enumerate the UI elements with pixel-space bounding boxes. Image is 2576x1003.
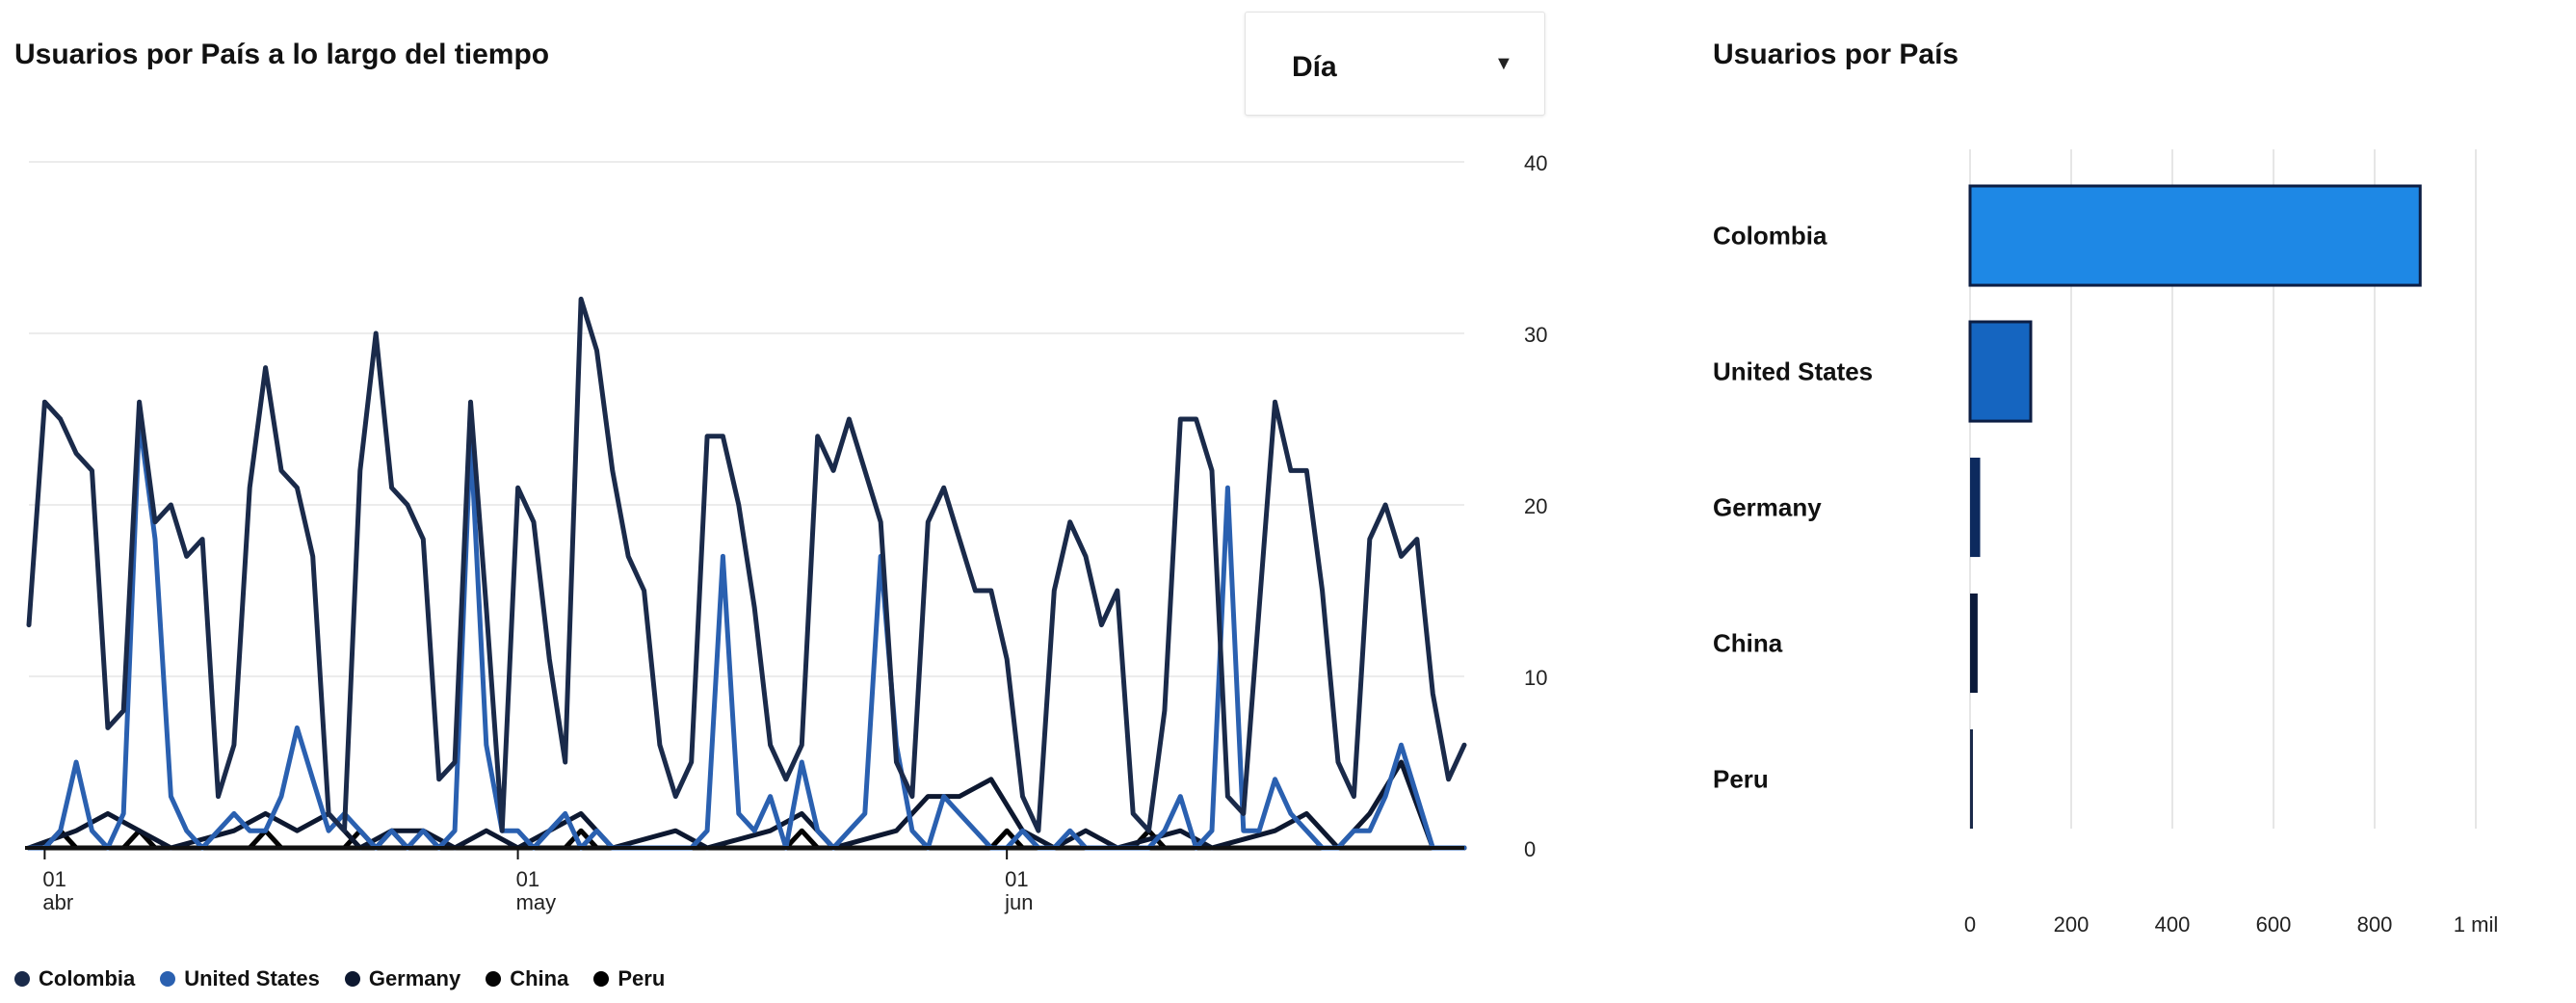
y-tick-label: 20 [1524, 494, 1547, 518]
category-label: United States [1713, 357, 1873, 386]
legend-dot-icon [486, 971, 502, 987]
legend-item-china[interactable]: China [486, 966, 568, 991]
bar-china[interactable] [1970, 594, 1978, 694]
legend-dot-icon [593, 971, 610, 987]
x-tick-label: 800 [2357, 912, 2393, 937]
series-line-colombia [26, 296, 1467, 833]
granularity-dropdown-value: Día [1292, 51, 1337, 83]
legend-item-germany[interactable]: Germany [344, 966, 461, 991]
bar-colombia[interactable] [1968, 184, 2422, 287]
bar-united-states[interactable] [1968, 320, 2033, 423]
y-tick-label: 10 [1524, 666, 1547, 690]
legend-label: Colombia [39, 966, 136, 990]
x-tick-label: 200 [2054, 912, 2090, 937]
legend-label: China [510, 966, 569, 990]
x-tick-day-label: 01 [42, 867, 66, 891]
bar-chart: 0 200 400 600 800 1 mil Colombia United States G… [1713, 149, 2498, 937]
legend-label: United States [184, 966, 320, 990]
x-tick-label: 0 [1964, 912, 1976, 937]
category-label: China [1713, 629, 1783, 658]
category-label: Colombia [1713, 222, 1827, 251]
x-tick-label: 400 [2155, 912, 2191, 937]
x-tick-day-label: 01 [1005, 867, 1028, 891]
legend-item-united-states[interactable]: United States [160, 966, 320, 991]
series-line-united-states [26, 416, 1467, 851]
series-line-germany [26, 759, 1467, 851]
x-tick-month-label: may [516, 890, 557, 914]
legend-item-colombia[interactable]: Colombia [14, 966, 135, 991]
bar-peru[interactable] [1970, 729, 1973, 830]
granularity-dropdown[interactable]: Día ▼ [1245, 12, 1545, 116]
x-tick-month-label: jun [1004, 890, 1033, 914]
category-label: Peru [1713, 765, 1769, 794]
bar-germany[interactable] [1970, 458, 1981, 558]
legend-dot-icon [160, 971, 176, 987]
caret-down-icon: ▼ [1494, 53, 1513, 74]
legend-item-peru[interactable]: Peru [593, 966, 665, 991]
x-tick-label: 1 mil [2454, 912, 2498, 937]
x-tick-label: 600 [2256, 912, 2292, 937]
x-tick-month-label: abr [42, 890, 73, 914]
legend-dot-icon [344, 971, 360, 987]
y-tick-label: 40 [1524, 151, 1547, 175]
legend-label: Germany [368, 966, 461, 990]
legend-dot-icon [14, 971, 30, 987]
y-tick-label: 0 [1524, 837, 1536, 861]
line-chart-title: Usuarios por País a lo largo del tiempo [14, 39, 550, 70]
legend-label: Peru [618, 966, 666, 990]
category-label: Germany [1713, 493, 1822, 522]
y-tick-label: 30 [1524, 323, 1547, 347]
line-chart-legend: Colombia United States Germany China Peru [14, 966, 690, 991]
bar-chart-title: Usuarios por País [1713, 39, 1959, 70]
x-tick-day-label: 01 [516, 867, 539, 891]
